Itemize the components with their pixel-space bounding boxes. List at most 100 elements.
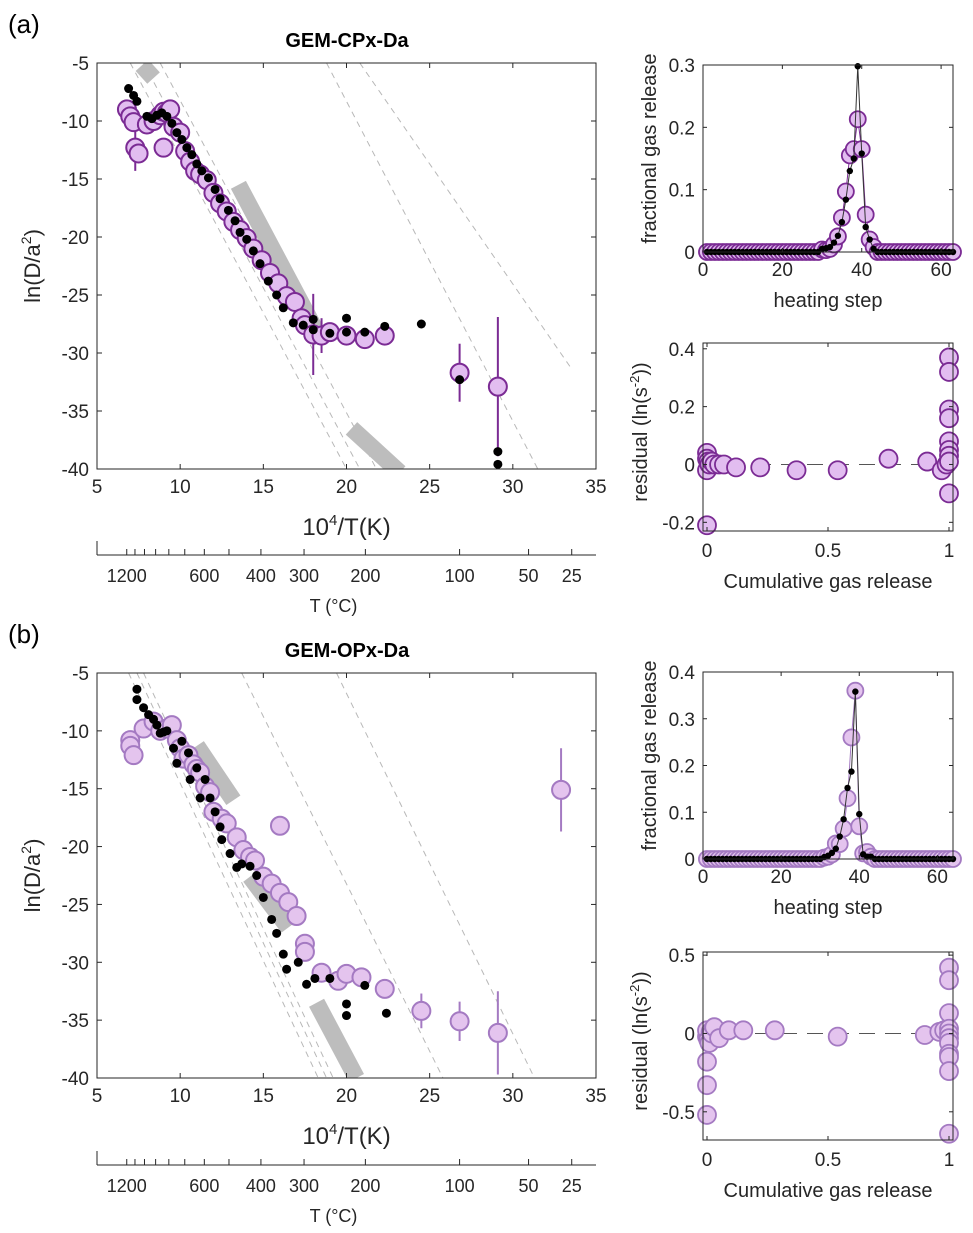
y-tick-label: -5 xyxy=(72,54,89,75)
model-point xyxy=(205,793,215,803)
model-point xyxy=(177,135,187,145)
model-point xyxy=(850,155,857,162)
model-point xyxy=(866,236,873,243)
y-tick-label: 0.2 xyxy=(669,118,695,139)
model-point xyxy=(493,447,503,457)
measured-point xyxy=(487,376,508,397)
x-tick-label: 1 xyxy=(944,1150,955,1171)
residual-point xyxy=(697,1075,717,1096)
residual-point xyxy=(750,457,771,478)
y-tick-label: -0.5 xyxy=(662,1103,695,1124)
model-point xyxy=(215,194,225,204)
y-axis-label: residual (ln(s-2)) xyxy=(627,971,652,1110)
model-point xyxy=(182,143,192,153)
x-axis-label-rest: /T(K) xyxy=(337,514,390,541)
model-point xyxy=(172,758,182,768)
y-tick-label: -20 xyxy=(62,228,89,249)
reference-band xyxy=(189,741,241,806)
residual-point xyxy=(878,448,899,469)
y-tick-label: -20 xyxy=(62,838,89,859)
y-tick-label: 0.3 xyxy=(669,56,695,77)
residual-point xyxy=(733,1020,754,1041)
model-point xyxy=(139,703,149,713)
temp-tick-label: 400 xyxy=(246,1176,276,1196)
x-tick-label: 30 xyxy=(502,477,523,498)
model-point xyxy=(242,234,252,244)
isopleth-line xyxy=(326,63,539,469)
model-point xyxy=(272,290,282,300)
model-point xyxy=(830,239,838,246)
model-point xyxy=(225,849,235,859)
y-tick-label: -25 xyxy=(62,286,89,307)
temp-tick-label: 600 xyxy=(189,566,219,586)
model-point xyxy=(217,835,227,845)
x-tick-label: 0 xyxy=(702,1150,713,1171)
y-tick-label: 0.4 xyxy=(669,340,696,361)
y-tick-label: -0.2 xyxy=(662,513,695,534)
x-tick-label: 20 xyxy=(771,867,792,888)
y-tick-label: -10 xyxy=(62,112,89,133)
y-axis-label: fractional gas release xyxy=(639,53,661,243)
y-axis-label-sup: 2 xyxy=(18,236,34,244)
measured-point xyxy=(269,815,290,836)
model-point xyxy=(187,150,197,160)
model-point xyxy=(282,964,292,974)
plot-area xyxy=(116,63,572,469)
measured-line xyxy=(706,119,953,253)
model-point xyxy=(842,196,850,203)
y-axis-label: ln(D/a2) xyxy=(18,839,45,913)
x-tick-label: 25 xyxy=(419,477,440,498)
model-point xyxy=(278,949,288,959)
model-point xyxy=(310,973,320,983)
model-line xyxy=(706,691,953,860)
temp-tick-label: 50 xyxy=(519,566,539,586)
x-tick-label: 25 xyxy=(419,1086,440,1107)
x-tick-label: 1 xyxy=(944,541,955,562)
y-tick-label: -10 xyxy=(62,722,89,743)
measured-point xyxy=(850,817,869,836)
model-point xyxy=(124,84,134,94)
measured-point xyxy=(128,143,149,164)
model-point xyxy=(185,774,195,784)
reference-band xyxy=(243,871,296,933)
y-axis-label-end: ) xyxy=(20,229,45,236)
y-axis-label-end: ) xyxy=(20,839,45,846)
x-tick-label: 40 xyxy=(849,867,870,888)
residual-point xyxy=(939,362,959,382)
model-point xyxy=(308,314,318,324)
model-point xyxy=(325,328,335,338)
x-tick-label: 15 xyxy=(253,1086,274,1107)
measured-point xyxy=(153,137,174,158)
model-point xyxy=(200,774,210,784)
model-point xyxy=(840,816,847,823)
measured-point xyxy=(551,779,572,800)
model-point xyxy=(838,218,846,226)
residual-point xyxy=(697,1051,717,1072)
temp-tick-label: 600 xyxy=(189,1176,219,1196)
model-point xyxy=(197,166,207,176)
model-point xyxy=(210,184,220,194)
x-axis-label-rest: /T(K) xyxy=(337,1123,390,1150)
x-axis-label-base: 10 xyxy=(302,1123,329,1150)
x-tick-label: 0.5 xyxy=(815,541,841,562)
model-point xyxy=(381,1008,391,1018)
isopleth-line xyxy=(128,673,319,1078)
measured-point xyxy=(842,728,861,747)
model-point xyxy=(858,150,865,157)
model-point xyxy=(132,684,142,694)
model-point xyxy=(828,849,836,857)
model-point xyxy=(235,227,245,237)
model-point xyxy=(267,914,277,924)
x-tick-label: 0 xyxy=(698,867,709,888)
model-point xyxy=(258,892,268,902)
model-point xyxy=(203,173,213,183)
y-tick-label: -15 xyxy=(62,780,89,801)
x-axis-label: Cumulative gas release xyxy=(724,1180,933,1202)
model-point xyxy=(342,1011,351,1021)
model-point xyxy=(278,303,288,313)
model-point xyxy=(263,276,273,286)
x-tick-label: 20 xyxy=(336,1086,357,1107)
panel-label-b: (b) xyxy=(8,619,40,649)
temp-tick-label: 100 xyxy=(445,566,475,586)
axes-frame xyxy=(702,342,954,532)
